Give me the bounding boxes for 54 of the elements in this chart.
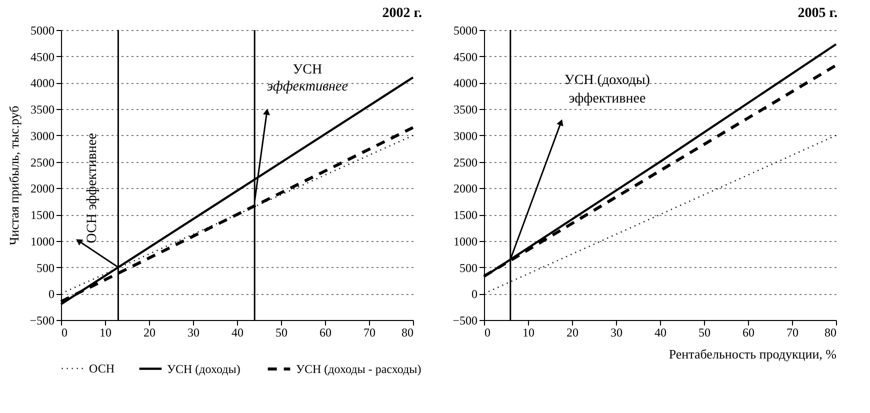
y-tick-label: 500 — [460, 260, 478, 275]
x-tick-label: 0 — [62, 326, 68, 340]
y-tick-label: 1500 — [30, 208, 54, 222]
y-tick-label: 4000 — [454, 76, 478, 90]
x-tick-label: 20 — [566, 326, 578, 340]
x-tick-label: 50 — [698, 326, 710, 340]
x-tick-label: 40 — [654, 326, 666, 340]
x-tick-label: 70 — [786, 326, 798, 340]
y-tick-label: 500 — [36, 260, 54, 275]
y-tick-label: 4500 — [30, 50, 54, 64]
y-tick-label: 2000 — [454, 182, 478, 196]
annotation: эффективнее — [266, 79, 348, 94]
y-tick-label: 3000 — [454, 128, 478, 143]
chart-title: 2005 г. — [798, 6, 838, 21]
chart-title: 2002 г. — [382, 6, 422, 21]
y-tick-label: 3500 — [30, 102, 54, 117]
x-tick-label: 40 — [232, 326, 244, 340]
y-tick-label: 3000 — [30, 128, 54, 143]
annotation: эффективнее — [568, 92, 646, 107]
legend-label: УСН (доходы - расходы) — [296, 362, 422, 376]
y-tick-label: 1500 — [454, 208, 478, 222]
y-tick-label: 4000 — [30, 76, 54, 90]
legend-label: ОСН — [89, 362, 115, 376]
x-tick-label: 50 — [276, 326, 288, 340]
x-tick-label: 30 — [188, 326, 200, 340]
x-tick-label: 60 — [320, 326, 332, 340]
y-tick-label: 4500 — [454, 50, 478, 64]
x-tick-label: 60 — [742, 326, 754, 340]
x-axis-title: Рентабельность продукции, % — [668, 346, 837, 362]
y-tick-label: 5000 — [30, 24, 54, 38]
y-tick-label: 5000 — [454, 24, 478, 38]
y-tick-label: 0 — [472, 287, 478, 302]
y-tick-label: 3500 — [454, 102, 478, 117]
y-tick-label: 2500 — [30, 155, 54, 170]
annotation: УСН (доходы) — [564, 73, 650, 88]
x-tick-label: 10 — [100, 326, 112, 340]
y-tick-label: 1000 — [30, 234, 54, 248]
y-tick-label: 1000 — [454, 234, 478, 248]
x-tick-label: 80 — [402, 326, 414, 340]
y-tick-label: 2000 — [30, 182, 54, 196]
annotation: УСН — [292, 62, 322, 78]
x-tick-label: 10 — [522, 326, 534, 340]
y-axis-title: Чистая прибыль, тыс.руб — [6, 105, 22, 246]
x-tick-label: 0 — [484, 326, 490, 340]
legend-label: УСН (доходы) — [167, 362, 240, 376]
x-tick-label: 70 — [364, 326, 376, 340]
y-tick-label: −500 — [30, 314, 54, 328]
annotation: ОСН эффективнее — [84, 133, 100, 244]
x-tick-label: 20 — [144, 326, 156, 340]
x-tick-label: 30 — [610, 326, 622, 340]
y-tick-label: 2500 — [454, 155, 478, 170]
y-tick-label: 0 — [48, 287, 54, 302]
x-tick-label: 80 — [824, 326, 836, 340]
y-tick-label: −500 — [452, 314, 478, 328]
